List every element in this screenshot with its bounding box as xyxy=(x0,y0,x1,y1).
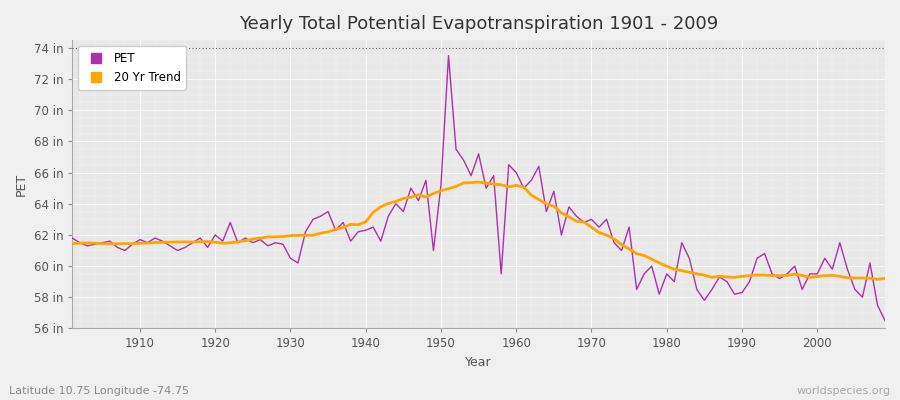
Title: Yearly Total Potential Evapotranspiration 1901 - 2009: Yearly Total Potential Evapotranspiratio… xyxy=(239,15,718,33)
Y-axis label: PET: PET xyxy=(15,173,28,196)
Text: worldspecies.org: worldspecies.org xyxy=(796,386,891,396)
X-axis label: Year: Year xyxy=(465,356,492,369)
Legend: PET, 20 Yr Trend: PET, 20 Yr Trend xyxy=(78,46,186,90)
Text: Latitude 10.75 Longitude -74.75: Latitude 10.75 Longitude -74.75 xyxy=(9,386,189,396)
